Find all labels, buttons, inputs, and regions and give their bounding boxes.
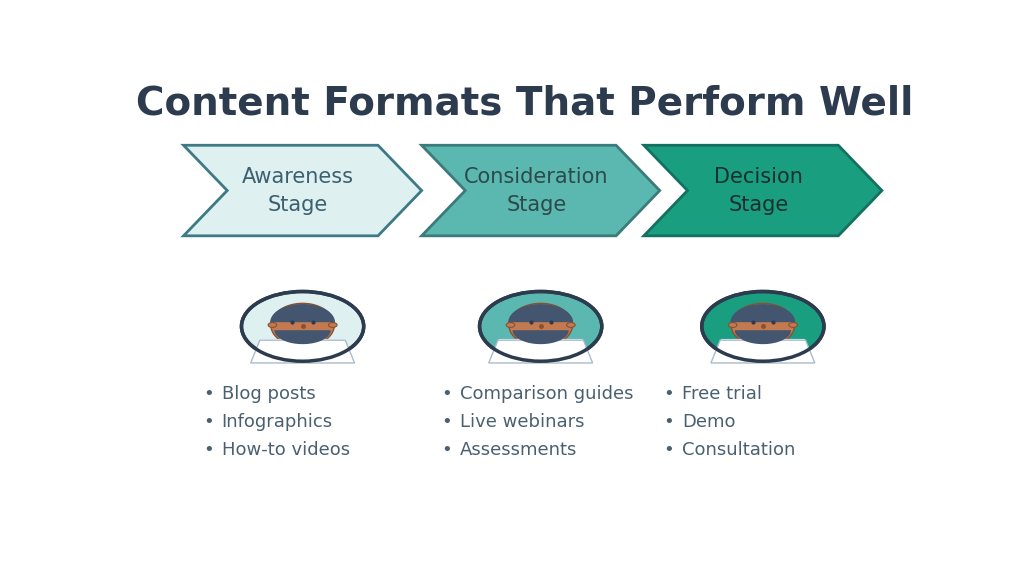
Polygon shape [735, 330, 791, 344]
Circle shape [479, 292, 602, 361]
Text: Assessments: Assessments [460, 442, 578, 459]
Circle shape [701, 292, 824, 361]
Text: •: • [204, 413, 214, 432]
Polygon shape [422, 145, 659, 236]
Polygon shape [526, 337, 555, 345]
Polygon shape [720, 339, 806, 340]
Text: •: • [664, 442, 675, 459]
Text: •: • [441, 385, 453, 403]
Circle shape [788, 323, 798, 328]
Text: Consideration
Stage: Consideration Stage [464, 166, 608, 215]
Text: •: • [664, 413, 675, 432]
Circle shape [242, 292, 364, 361]
Text: Decision
Stage: Decision Stage [714, 166, 803, 215]
Circle shape [268, 323, 276, 328]
Text: Content Formats That Perform Well: Content Formats That Perform Well [136, 84, 913, 122]
Text: Blog posts: Blog posts [221, 385, 315, 403]
Text: Free trial: Free trial [682, 385, 762, 403]
Polygon shape [513, 330, 568, 344]
Text: •: • [441, 442, 453, 459]
Text: How-to videos: How-to videos [221, 442, 350, 459]
Circle shape [506, 323, 515, 328]
Text: •: • [204, 442, 214, 459]
Text: Awareness
Stage: Awareness Stage [243, 166, 354, 215]
Polygon shape [260, 339, 345, 340]
Polygon shape [749, 337, 777, 345]
Polygon shape [644, 145, 882, 236]
Text: Consultation: Consultation [682, 442, 796, 459]
Text: Comparison guides: Comparison guides [460, 385, 633, 403]
Circle shape [329, 323, 337, 328]
Polygon shape [274, 330, 331, 344]
Polygon shape [289, 337, 316, 345]
Text: Live webinars: Live webinars [460, 413, 585, 432]
Polygon shape [509, 303, 572, 346]
Circle shape [566, 323, 575, 328]
Polygon shape [183, 145, 422, 236]
Polygon shape [251, 340, 354, 363]
Circle shape [728, 323, 737, 328]
Polygon shape [270, 304, 335, 322]
Polygon shape [730, 304, 796, 322]
Polygon shape [498, 339, 584, 340]
Polygon shape [488, 340, 593, 363]
Polygon shape [711, 340, 815, 363]
Text: •: • [441, 413, 453, 432]
Polygon shape [731, 303, 795, 346]
Text: Infographics: Infographics [221, 413, 333, 432]
Polygon shape [270, 303, 335, 346]
Text: Demo: Demo [682, 413, 735, 432]
Polygon shape [508, 304, 573, 322]
Text: •: • [664, 385, 675, 403]
Text: •: • [204, 385, 214, 403]
